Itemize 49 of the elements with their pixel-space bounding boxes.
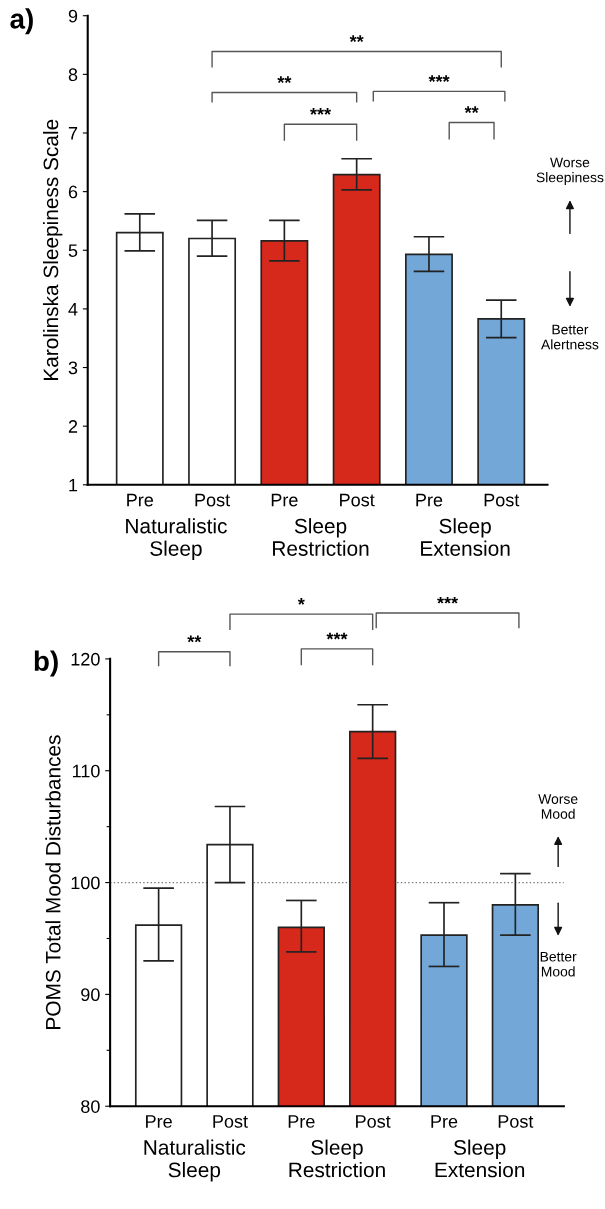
y-tick-label: 100 [71,876,100,890]
y-tick-label: 3 [68,361,78,375]
text: ** [187,635,202,643]
x-tick-label: Post [356,1115,391,1128]
y-tick-label: 6 [68,185,78,199]
y-tick-label: 9 [68,9,78,23]
annotation: ** [464,106,479,113]
y-tick-label: 4 [68,303,78,316]
text: *** [437,596,459,604]
annotation: Better Mood [540,951,577,977]
x-tick-label: Post [213,1115,248,1128]
y-tick-label: 5 [68,244,78,257]
x-tick-label: Post [484,493,520,507]
y-tick-label: 1 [69,478,78,492]
annotation: *** [310,108,332,115]
y-tick-label: 7 [68,127,78,140]
x-tick-label: Pre [431,1115,458,1128]
x-tick-label: Pre [271,493,298,507]
x-tick-label: Pre [146,1115,172,1128]
text: Naturalistic Sleep [144,1139,246,1182]
x-tick-label: Pre [416,493,443,507]
text: Sleep Extension [435,1139,525,1178]
text: *** [326,632,348,640]
y-tick-label: 80 [81,1100,100,1113]
x-tick-label: Pre [127,493,154,507]
text: Sleep Extension [421,518,510,556]
y-axis-title: POMS Total Mood Disturbances [45,735,61,1029]
text: * [297,598,305,605]
text: Sleep Restriction [289,1139,385,1178]
text: Sleep Restriction [273,518,369,556]
x-tick-label: Pre [288,1115,315,1128]
text: Naturalistic Sleep [126,518,227,560]
annotation: Worse Mood [538,794,578,819]
y-tick-label: 90 [81,988,100,1002]
y-tick-label: 2 [68,420,78,433]
y-tick-label: 8 [68,68,78,82]
x-tick-label: Post [195,493,231,507]
annotation: ** [349,35,364,43]
y-tick-label: 110 [72,764,100,778]
chart-title: a) [10,8,33,35]
x-tick-label: Post [340,493,375,507]
annotation: Better Alertness [541,324,599,350]
x-tick-label: Post [498,1115,534,1128]
annotation: Worse Sleepiness [536,157,604,186]
annotation: *** [428,75,450,82]
y-axis-title: Karolinska Sleepiness Scale [42,119,63,380]
annotation: ** [277,76,292,84]
y-tick-label: 120 [71,652,100,666]
chart-title: b) [34,650,58,677]
